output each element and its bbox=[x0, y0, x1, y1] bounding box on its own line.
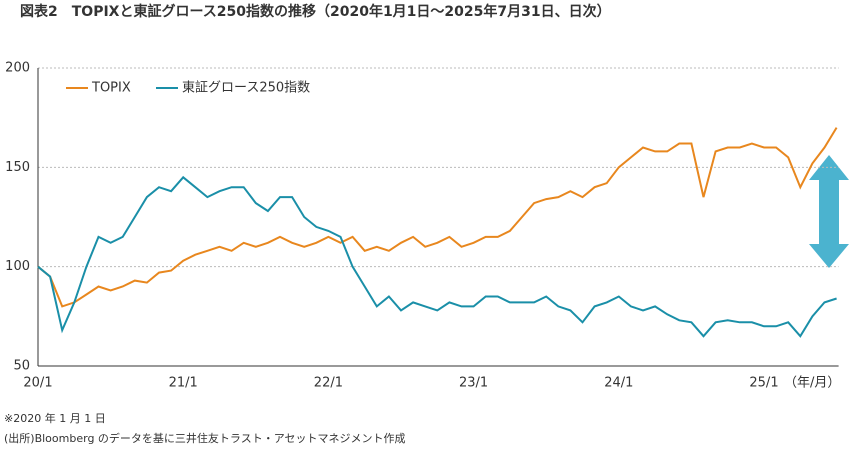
y-tick-label: 50 bbox=[13, 359, 30, 374]
x-tick-label: 21/1 bbox=[169, 376, 198, 391]
note: (出所)Bloomberg のデータを基に三井住友トラスト・アセットマネジメント… bbox=[4, 431, 405, 445]
y-tick-label: 100 bbox=[5, 259, 30, 274]
chart-title: 図表2 TOPIXと東証グロース250指数の推移（2020年1月1日～2025年… bbox=[20, 3, 611, 20]
series-line bbox=[37, 127, 838, 308]
y-tick-label: 200 bbox=[5, 61, 30, 76]
arrow bbox=[809, 155, 849, 268]
x-tick-label: 24/1 bbox=[604, 376, 633, 391]
x-tick-label: 25/1 bbox=[749, 376, 778, 391]
x-axis-label: （年/月） bbox=[784, 376, 840, 391]
note: ※2020 年 1 月 1 日 bbox=[4, 411, 106, 425]
x-tick-label: 22/1 bbox=[314, 376, 343, 391]
series-line bbox=[37, 175, 837, 338]
x-tick-label: 23/1 bbox=[459, 376, 488, 391]
legend-label: TOPIX bbox=[91, 81, 131, 96]
y-tick-label: 150 bbox=[5, 160, 30, 175]
x-tick-label: 20/1 bbox=[23, 376, 52, 391]
legend-label: 東証グロース250指数 bbox=[182, 80, 310, 96]
